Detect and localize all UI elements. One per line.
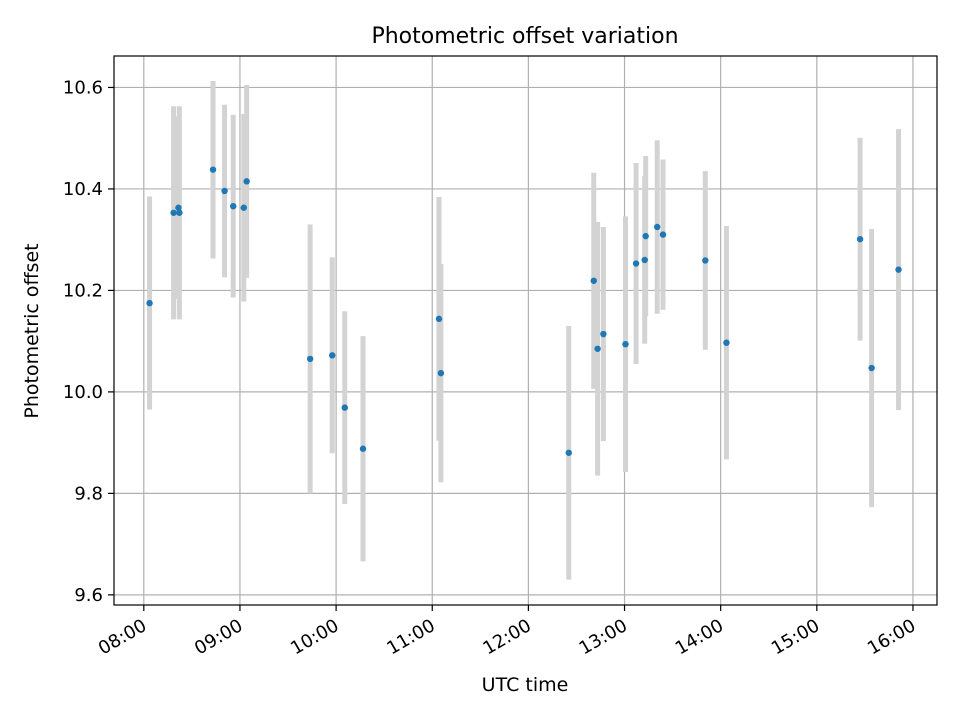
data-point xyxy=(221,187,228,195)
y-tick-label: 10.4 xyxy=(63,179,103,200)
data-point xyxy=(659,231,667,238)
data-point xyxy=(868,364,875,372)
data-point xyxy=(565,449,572,456)
data-points xyxy=(146,166,902,456)
data-point xyxy=(590,277,597,284)
data-point xyxy=(329,352,336,359)
data-point xyxy=(642,232,649,240)
y-axis-label: Photometric offset xyxy=(21,243,43,418)
data-point xyxy=(856,235,864,243)
y-tick-label: 10.6 xyxy=(63,77,103,98)
data-point xyxy=(170,209,177,216)
data-point xyxy=(209,166,217,173)
data-point xyxy=(600,330,607,338)
data-point xyxy=(341,404,348,411)
data-point xyxy=(641,256,648,264)
y-tick-label: 9.8 xyxy=(74,483,103,504)
data-point xyxy=(723,339,730,346)
data-point xyxy=(437,369,445,377)
plot-frame xyxy=(113,55,938,606)
y-tick-label: 9.6 xyxy=(74,585,103,606)
data-point xyxy=(359,445,367,452)
data-point xyxy=(895,266,902,273)
data-point xyxy=(594,345,601,352)
grid-lines xyxy=(114,56,937,605)
data-point xyxy=(306,355,314,363)
data-point xyxy=(240,204,247,211)
data-point xyxy=(632,260,640,267)
data-point xyxy=(622,340,629,348)
data-point xyxy=(435,315,443,323)
data-point xyxy=(176,209,183,216)
y-tick-label: 10.0 xyxy=(63,382,103,403)
data-point xyxy=(702,257,709,264)
data-point xyxy=(146,299,153,307)
data-point xyxy=(243,178,250,185)
y-tick-label: 10.2 xyxy=(63,280,103,301)
data-point xyxy=(230,202,237,210)
data-point xyxy=(654,223,661,231)
chart-title: Photometric offset variation xyxy=(371,24,678,49)
data-point xyxy=(175,204,182,211)
x-axis-label: UTC time xyxy=(482,674,569,696)
